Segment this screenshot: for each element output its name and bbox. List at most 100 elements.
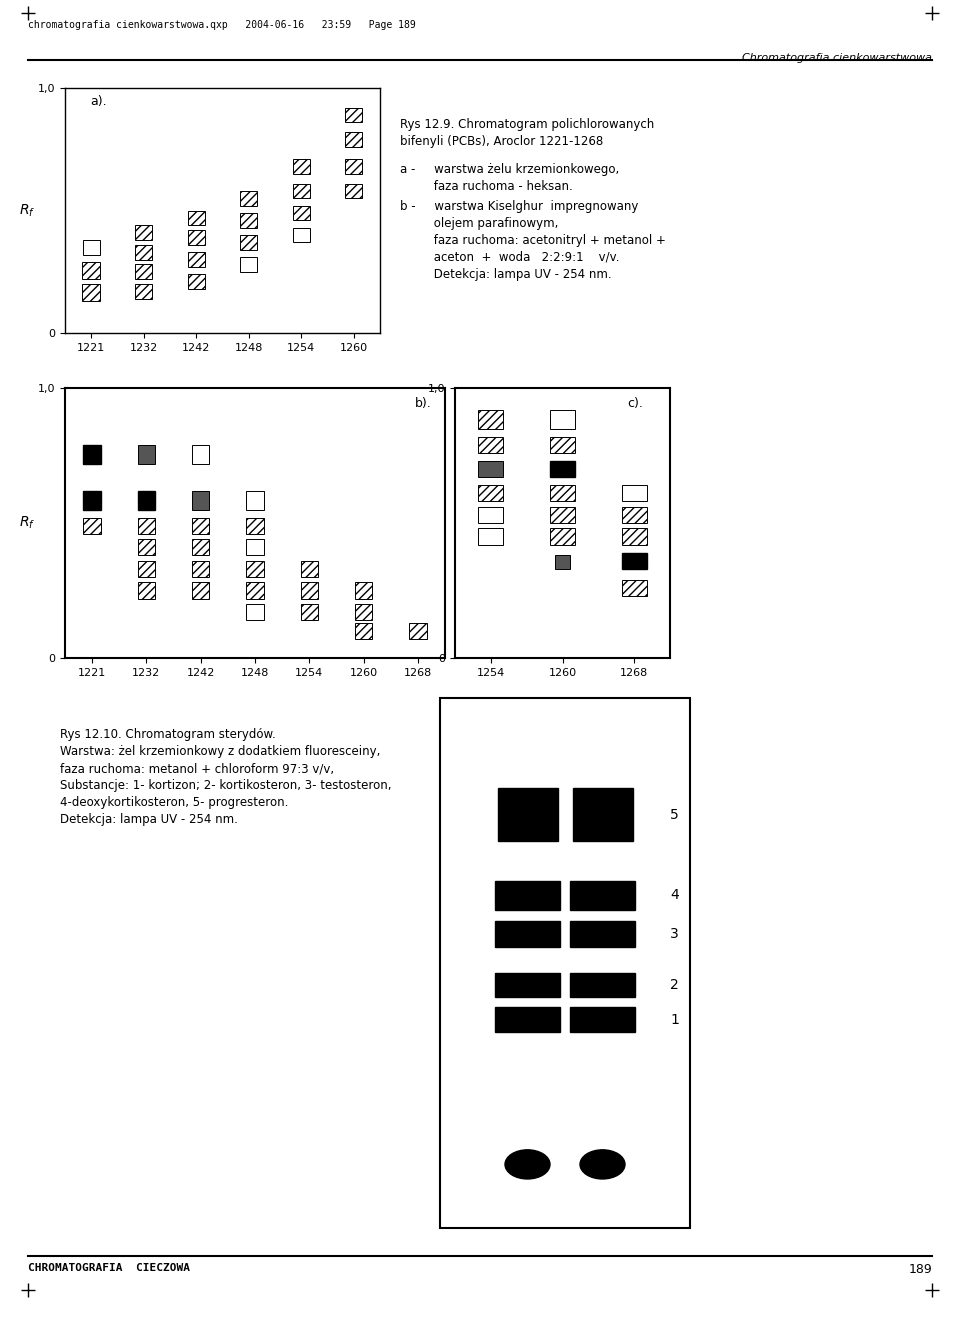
- Bar: [240, 191, 257, 206]
- Bar: [570, 920, 635, 948]
- Text: faza ruchoma: metanol + chloroform 97:3 v/v,: faza ruchoma: metanol + chloroform 97:3 …: [60, 762, 334, 775]
- Bar: [192, 539, 209, 555]
- Bar: [137, 518, 156, 534]
- Bar: [188, 211, 204, 225]
- Text: 5: 5: [670, 808, 679, 821]
- Text: Rys 12.9. Chromatogram polichlorowanych: Rys 12.9. Chromatogram polichlorowanych: [400, 119, 655, 130]
- Text: 189: 189: [908, 1263, 932, 1276]
- Text: Chromatografia cienkowarstwowa: Chromatografia cienkowarstwowa: [742, 53, 932, 63]
- Bar: [293, 159, 310, 174]
- Bar: [83, 240, 100, 254]
- Bar: [497, 788, 558, 841]
- Bar: [293, 228, 310, 243]
- Bar: [478, 507, 503, 523]
- Bar: [495, 880, 560, 909]
- Text: 1: 1: [670, 1012, 679, 1027]
- Text: b -     warstwa Kiselghur  impregnowany: b - warstwa Kiselghur impregnowany: [400, 200, 638, 214]
- Text: Rys 12.10. Chromatogram sterydów.: Rys 12.10. Chromatogram sterydów.: [60, 728, 276, 741]
- Text: c).: c).: [627, 397, 643, 410]
- Bar: [622, 529, 647, 544]
- Bar: [188, 252, 204, 266]
- Bar: [355, 583, 372, 598]
- Bar: [550, 410, 575, 428]
- Bar: [84, 518, 101, 534]
- Ellipse shape: [580, 1149, 625, 1180]
- Bar: [192, 518, 209, 534]
- Bar: [192, 444, 209, 464]
- Bar: [550, 485, 575, 501]
- Bar: [247, 560, 264, 577]
- Bar: [300, 560, 318, 577]
- Bar: [84, 444, 101, 464]
- Bar: [240, 257, 257, 272]
- Bar: [135, 283, 152, 299]
- Bar: [188, 274, 204, 289]
- Bar: [495, 973, 560, 998]
- Bar: [137, 444, 156, 464]
- Bar: [135, 245, 152, 260]
- Bar: [495, 920, 560, 948]
- Bar: [300, 604, 318, 621]
- Bar: [622, 485, 647, 501]
- Bar: [192, 583, 209, 598]
- Text: Warstwa: żel krzemionkowy z dodatkiem fluoresceiny,: Warstwa: żel krzemionkowy z dodatkiem fl…: [60, 745, 380, 758]
- Ellipse shape: [505, 1149, 550, 1180]
- Bar: [82, 283, 101, 301]
- Bar: [247, 539, 264, 555]
- Bar: [137, 583, 156, 598]
- Text: olejem parafinowym,: olejem parafinowym,: [400, 217, 559, 231]
- Text: 3: 3: [670, 927, 679, 941]
- Bar: [137, 560, 156, 577]
- Bar: [495, 1007, 560, 1032]
- Text: Detekcja: lampa UV - 254 nm.: Detekcja: lampa UV - 254 nm.: [400, 268, 612, 281]
- Bar: [355, 623, 372, 639]
- Bar: [192, 560, 209, 577]
- Bar: [135, 265, 152, 279]
- Text: faza ruchoma - heksan.: faza ruchoma - heksan.: [400, 181, 573, 192]
- Bar: [622, 507, 647, 523]
- Bar: [478, 410, 503, 428]
- Text: 4-deoxykortikosteron, 5- progresteron.: 4-deoxykortikosteron, 5- progresteron.: [60, 796, 288, 809]
- Bar: [300, 583, 318, 598]
- Bar: [82, 262, 101, 279]
- Bar: [355, 604, 372, 621]
- Text: Substancje: 1- kortizon; 2- kortikosteron, 3- testosteron,: Substancje: 1- kortizon; 2- kortikostero…: [60, 779, 392, 792]
- Bar: [240, 214, 257, 228]
- Bar: [293, 206, 310, 220]
- Bar: [346, 108, 362, 123]
- Bar: [622, 580, 647, 596]
- Bar: [247, 518, 264, 534]
- Bar: [135, 225, 152, 240]
- Bar: [137, 539, 156, 555]
- Y-axis label: $R_f$: $R_f$: [18, 202, 35, 219]
- Y-axis label: $R_f$: $R_f$: [18, 515, 35, 531]
- Text: CHROMATOGRAFIA  CIECZOWA: CHROMATOGRAFIA CIECZOWA: [28, 1263, 190, 1273]
- Bar: [247, 490, 264, 510]
- Bar: [240, 235, 257, 249]
- Bar: [550, 529, 575, 544]
- Text: chromatografia cienkowarstwowa.qxp   2004-06-16   23:59   Page 189: chromatografia cienkowarstwowa.qxp 2004-…: [28, 20, 416, 30]
- Text: aceton  +  woda   2:2:9:1    v/v.: aceton + woda 2:2:9:1 v/v.: [400, 250, 619, 264]
- Bar: [572, 788, 633, 841]
- Text: Detekcja: lampa UV - 254 nm.: Detekcja: lampa UV - 254 nm.: [60, 813, 238, 826]
- Bar: [346, 183, 362, 198]
- Bar: [346, 132, 362, 146]
- Bar: [247, 583, 264, 598]
- Text: b).: b).: [415, 397, 431, 410]
- Text: bifenyli (PCBs), Aroclor 1221-1268: bifenyli (PCBs), Aroclor 1221-1268: [400, 134, 603, 148]
- Bar: [137, 490, 156, 510]
- Bar: [247, 604, 264, 621]
- Bar: [478, 436, 503, 453]
- Bar: [570, 1007, 635, 1032]
- Bar: [622, 552, 647, 569]
- Bar: [550, 436, 575, 453]
- Bar: [84, 490, 101, 510]
- Bar: [409, 623, 426, 639]
- Text: faza ruchoma: acetonitryl + metanol +: faza ruchoma: acetonitryl + metanol +: [400, 235, 666, 246]
- Bar: [346, 159, 362, 174]
- Bar: [555, 555, 569, 569]
- Bar: [570, 973, 635, 998]
- Bar: [478, 485, 503, 501]
- Text: 2: 2: [670, 978, 679, 992]
- Text: a -     warstwa żelu krzemionkowego,: a - warstwa żelu krzemionkowego,: [400, 163, 619, 177]
